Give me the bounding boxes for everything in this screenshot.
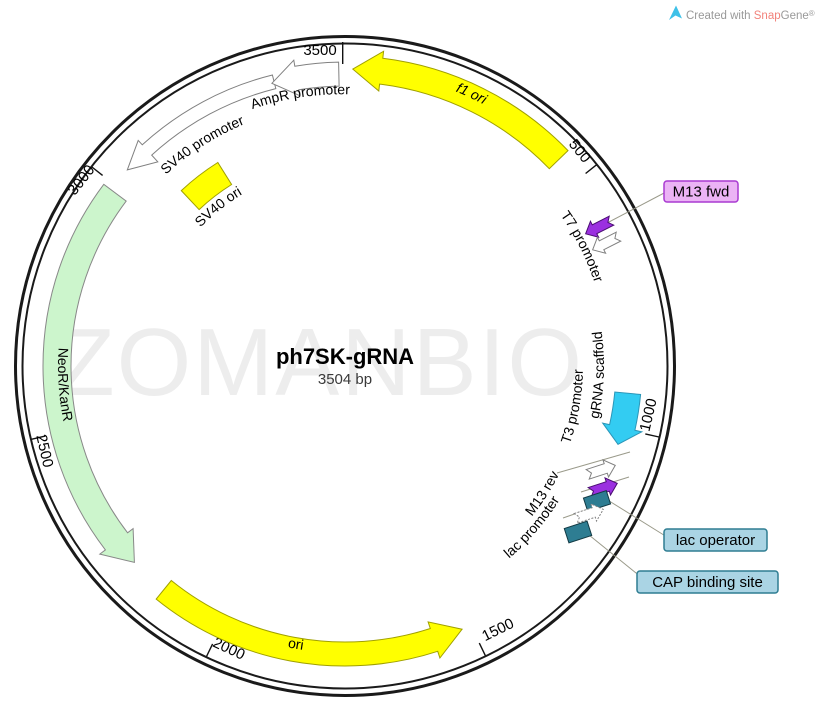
plasmid-size: 3504 bp: [318, 371, 372, 388]
feature-cap-binding-site-glyph[interactable]: [563, 520, 593, 544]
feature-neor-kanr-arrow[interactable]: [42, 183, 135, 564]
callout-label-boxes: M13 fwd lac operator CAP binding site: [636, 180, 779, 594]
ori-label-text: ori: [287, 634, 305, 652]
feature-m13-fwd-glyph[interactable]: [582, 213, 616, 242]
grna-scaffold-label: gRNA scaffold: [586, 331, 607, 420]
lac-operator-label-box-bg: [663, 528, 768, 552]
feature-t7-promoter-glyph[interactable]: [589, 229, 623, 258]
plasmid-ring-outer: [14, 35, 676, 697]
feature-m13-rev-glyph[interactable]: [586, 475, 620, 501]
credit-brand-gene: Gene: [781, 10, 809, 22]
leader-cap-binding-site: [588, 534, 642, 578]
feature-ampr-promoter-arrow[interactable]: [271, 59, 340, 97]
tick-label-3500: 3500: [303, 42, 336, 59]
leader-t3-promoter: [556, 451, 631, 474]
feature-grna-scaffold-arrow[interactable]: [601, 391, 644, 445]
credit-brand-snap: Snap: [754, 10, 781, 22]
features: [42, 50, 644, 667]
feature-sv40-promoter-arrow[interactable]: [126, 74, 277, 171]
plasmid-ring-inner: [21, 42, 669, 690]
tick-1000: [645, 433, 660, 438]
cap-binding-site-label-box[interactable]: CAP binding site: [636, 570, 779, 594]
feature-sv40-ori-block[interactable]: [180, 161, 233, 211]
tick-1500: [478, 642, 487, 657]
tick-2000: [205, 643, 214, 657]
neor-kanr-label: NeoR/KanR: [55, 348, 76, 423]
feature-t3-promoter-glyph[interactable]: [584, 457, 618, 483]
m13-fwd-label-box-text: M13 fwd: [673, 184, 730, 201]
credit-text: Created with SnapGene®: [686, 9, 815, 22]
cap-binding-site-label-box-bg: [636, 570, 779, 594]
cap-binding-site-label-box-text: CAP binding site: [652, 574, 763, 591]
tick-label-1500: 1500: [479, 615, 516, 645]
tick-marks: [31, 42, 660, 657]
neor-kanr-label-text: NeoR/KanR: [55, 348, 76, 423]
tick-3000: [91, 166, 104, 176]
snapgene-logo-icon: [669, 5, 682, 20]
tick-label-500: 500: [565, 136, 594, 166]
credit-registered: ®: [809, 9, 815, 18]
plasmid-title-group: ph7SK-gRNA 3504 bp: [276, 344, 414, 388]
leader-lac-operator: [605, 498, 668, 538]
m13-fwd-label-box[interactable]: M13 fwd: [663, 180, 739, 203]
credit-prefix: Created with: [686, 10, 754, 22]
lac-operator-label-box-text: lac operator: [676, 532, 755, 549]
ori-label: ori: [287, 634, 305, 652]
grna-scaffold-label-text: gRNA scaffold: [586, 331, 607, 420]
watermark-text: ZOMANBIO: [56, 309, 584, 416]
tick-2500: [31, 435, 46, 440]
m13-fwd-label-box-bg: [663, 180, 739, 203]
plasmid-name: ph7SK-gRNA: [276, 344, 414, 369]
feature-f1-ori-arrow[interactable]: [351, 50, 569, 170]
feature-ori-arrow[interactable]: [155, 579, 463, 667]
lac-operator-label-box[interactable]: lac operator: [663, 528, 768, 552]
feature-lac-promoter-glyph[interactable]: [572, 501, 606, 527]
tick-500: [585, 164, 597, 175]
callout-glyphs: [563, 213, 623, 544]
snapgene-credit: Created with SnapGene®: [669, 5, 815, 22]
